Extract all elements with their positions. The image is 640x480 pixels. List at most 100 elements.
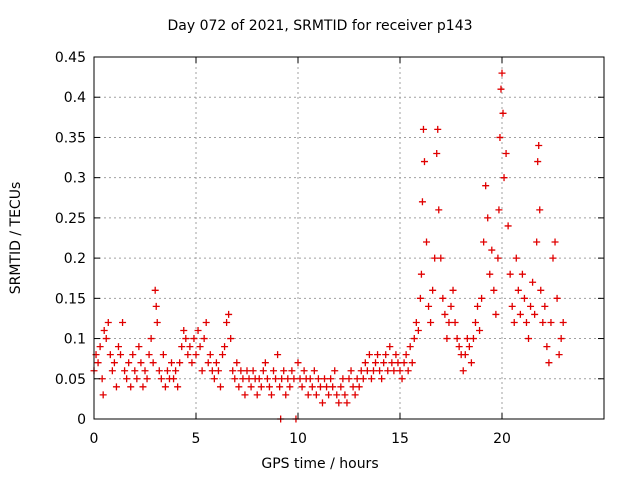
- data-point: [298, 383, 306, 391]
- data-point: [447, 302, 455, 310]
- y-tick-label: 0.25: [55, 211, 86, 227]
- data-point: [316, 383, 324, 391]
- data-point: [282, 391, 290, 399]
- data-point: [449, 286, 457, 294]
- data-point: [495, 206, 503, 214]
- data-point: [151, 286, 159, 294]
- data-point: [241, 391, 249, 399]
- data-point: [434, 125, 442, 133]
- data-point: [335, 399, 343, 407]
- data-point: [488, 246, 496, 254]
- data-point: [139, 383, 147, 391]
- data-point: [382, 351, 390, 359]
- data-point: [423, 238, 431, 246]
- data-point: [439, 294, 447, 302]
- data-point: [318, 399, 326, 407]
- data-point: [198, 367, 206, 375]
- data-point: [465, 343, 473, 351]
- data-point: [210, 375, 218, 383]
- data-point: [461, 351, 469, 359]
- data-point: [467, 359, 475, 367]
- data-point: [137, 359, 145, 367]
- data-point: [453, 335, 461, 343]
- data-point: [435, 206, 443, 214]
- data-point: [431, 254, 439, 262]
- data-point: [455, 343, 463, 351]
- data-point: [359, 375, 367, 383]
- data-point: [459, 367, 467, 375]
- data-point: [306, 375, 314, 383]
- data-point: [384, 367, 392, 375]
- data-point: [327, 375, 335, 383]
- data-point: [486, 270, 494, 278]
- data-point: [531, 310, 539, 318]
- data-point: [367, 375, 375, 383]
- data-point: [123, 375, 131, 383]
- y-tick-label: 0.1: [64, 332, 86, 348]
- data-point: [378, 375, 386, 383]
- data-point: [221, 343, 229, 351]
- data-point: [143, 375, 151, 383]
- data-point: [119, 318, 127, 326]
- data-point: [182, 335, 190, 343]
- data-point: [294, 359, 302, 367]
- data-point: [100, 327, 108, 335]
- data-point: [276, 383, 284, 391]
- data-point: [272, 375, 280, 383]
- data-point: [518, 270, 526, 278]
- data-point: [347, 367, 355, 375]
- data-point: [525, 335, 533, 343]
- data-point: [412, 318, 420, 326]
- data-point: [394, 359, 402, 367]
- y-tick-label: 0.4: [64, 90, 86, 106]
- x-tick-label: 10: [289, 431, 307, 447]
- data-point: [263, 375, 271, 383]
- data-point: [547, 318, 555, 326]
- data-point: [559, 318, 567, 326]
- data-point: [533, 238, 541, 246]
- data-point: [278, 375, 286, 383]
- data-point: [498, 69, 506, 77]
- data-point: [200, 335, 208, 343]
- data-point: [463, 335, 471, 343]
- data-point: [365, 351, 373, 359]
- data-point: [153, 318, 161, 326]
- y-tick-label: 0: [77, 412, 86, 428]
- data-point: [265, 383, 273, 391]
- y-tick-label: 0.45: [55, 50, 86, 66]
- data-point: [545, 359, 553, 367]
- data-point: [437, 254, 445, 262]
- data-point: [194, 327, 202, 335]
- data-point: [145, 351, 153, 359]
- data-point: [361, 359, 369, 367]
- data-point: [219, 351, 227, 359]
- data-point: [312, 391, 320, 399]
- chart-title: Day 072 of 2021, SRMTID for receiver p14…: [167, 18, 473, 34]
- data-point: [543, 343, 551, 351]
- data-point: [196, 343, 204, 351]
- data-point: [206, 351, 214, 359]
- data-point: [141, 367, 149, 375]
- data-point: [369, 367, 377, 375]
- data-point: [255, 375, 263, 383]
- data-point: [102, 335, 110, 343]
- data-point: [549, 254, 557, 262]
- data-point: [476, 327, 484, 335]
- data-point: [208, 367, 216, 375]
- data-point: [261, 359, 269, 367]
- data-point: [235, 383, 243, 391]
- data-point: [117, 351, 125, 359]
- data-point: [190, 335, 198, 343]
- data-point: [104, 318, 112, 326]
- x-tick-label: 0: [90, 431, 99, 447]
- data-point: [288, 367, 296, 375]
- data-point: [147, 335, 155, 343]
- data-point: [170, 375, 178, 383]
- data-point: [310, 367, 318, 375]
- data-point: [125, 359, 133, 367]
- data-point: [192, 351, 200, 359]
- data-point: [553, 294, 561, 302]
- data-point: [112, 383, 120, 391]
